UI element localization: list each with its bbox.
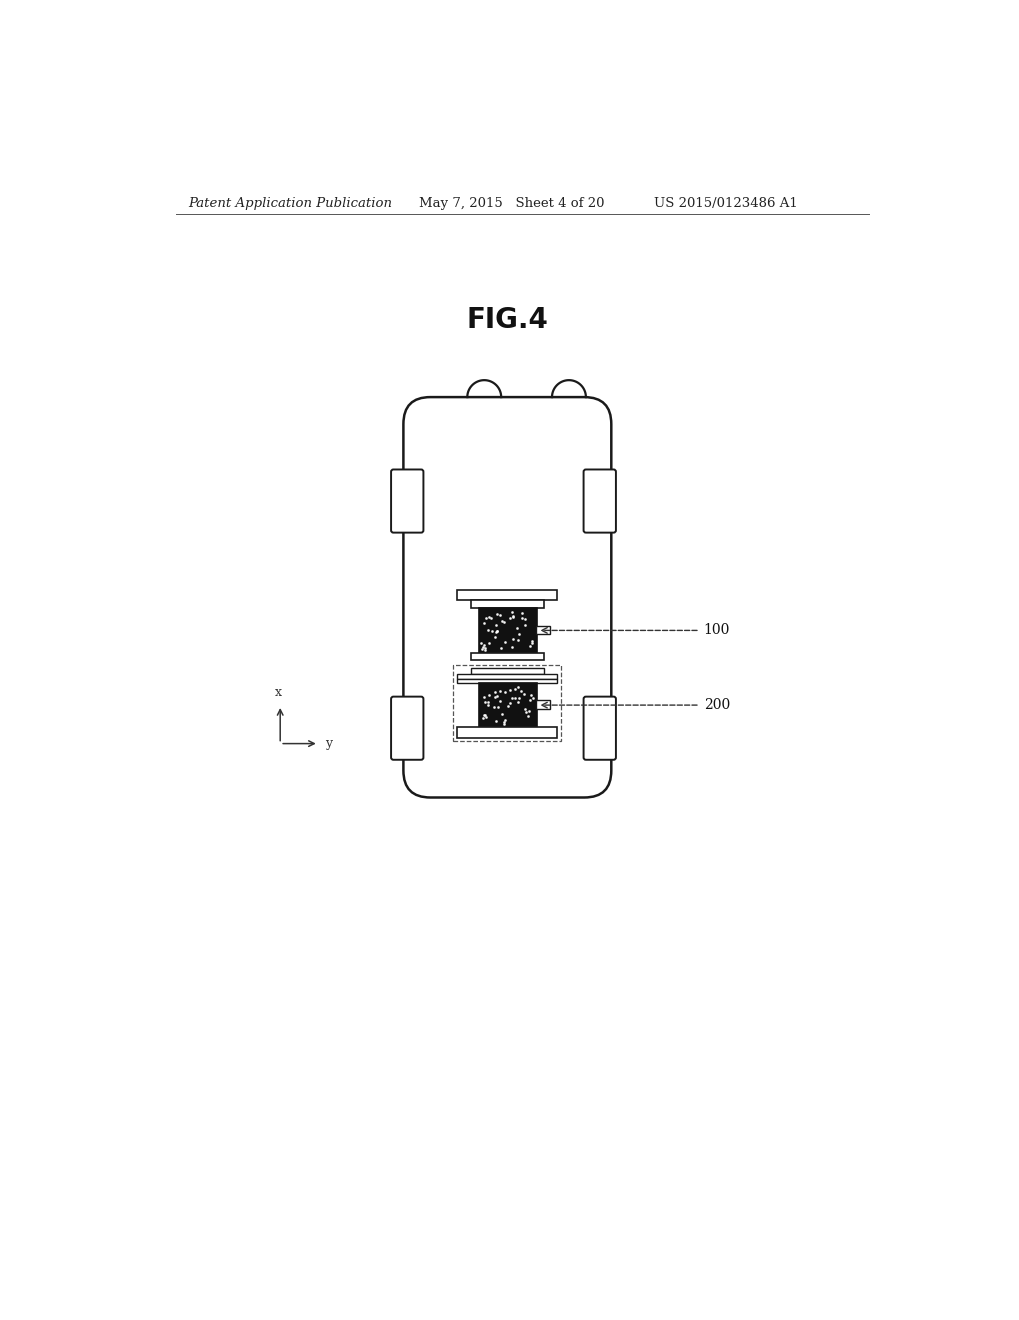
Bar (453, 665, 560, 742)
Bar (471, 653, 544, 660)
Text: Patent Application Publication: Patent Application Publication (187, 197, 391, 210)
Bar (478, 682, 536, 727)
FancyBboxPatch shape (583, 697, 615, 760)
Bar (535, 701, 549, 709)
Text: y: y (324, 737, 331, 750)
Bar (457, 678, 556, 682)
Bar (535, 626, 549, 635)
Bar (471, 601, 544, 609)
FancyBboxPatch shape (390, 470, 423, 533)
Bar (471, 668, 544, 675)
Text: FIG.4: FIG.4 (466, 306, 548, 334)
Text: x: x (274, 686, 281, 700)
FancyBboxPatch shape (403, 397, 610, 797)
Bar (457, 675, 556, 678)
FancyBboxPatch shape (390, 697, 423, 760)
Text: 200: 200 (703, 698, 730, 711)
Text: 100: 100 (703, 623, 730, 638)
Bar (457, 727, 556, 738)
Text: May 7, 2015   Sheet 4 of 20: May 7, 2015 Sheet 4 of 20 (419, 197, 603, 210)
Bar (457, 590, 556, 601)
Text: US 2015/0123486 A1: US 2015/0123486 A1 (653, 197, 797, 210)
Bar (478, 609, 536, 653)
FancyBboxPatch shape (583, 470, 615, 533)
